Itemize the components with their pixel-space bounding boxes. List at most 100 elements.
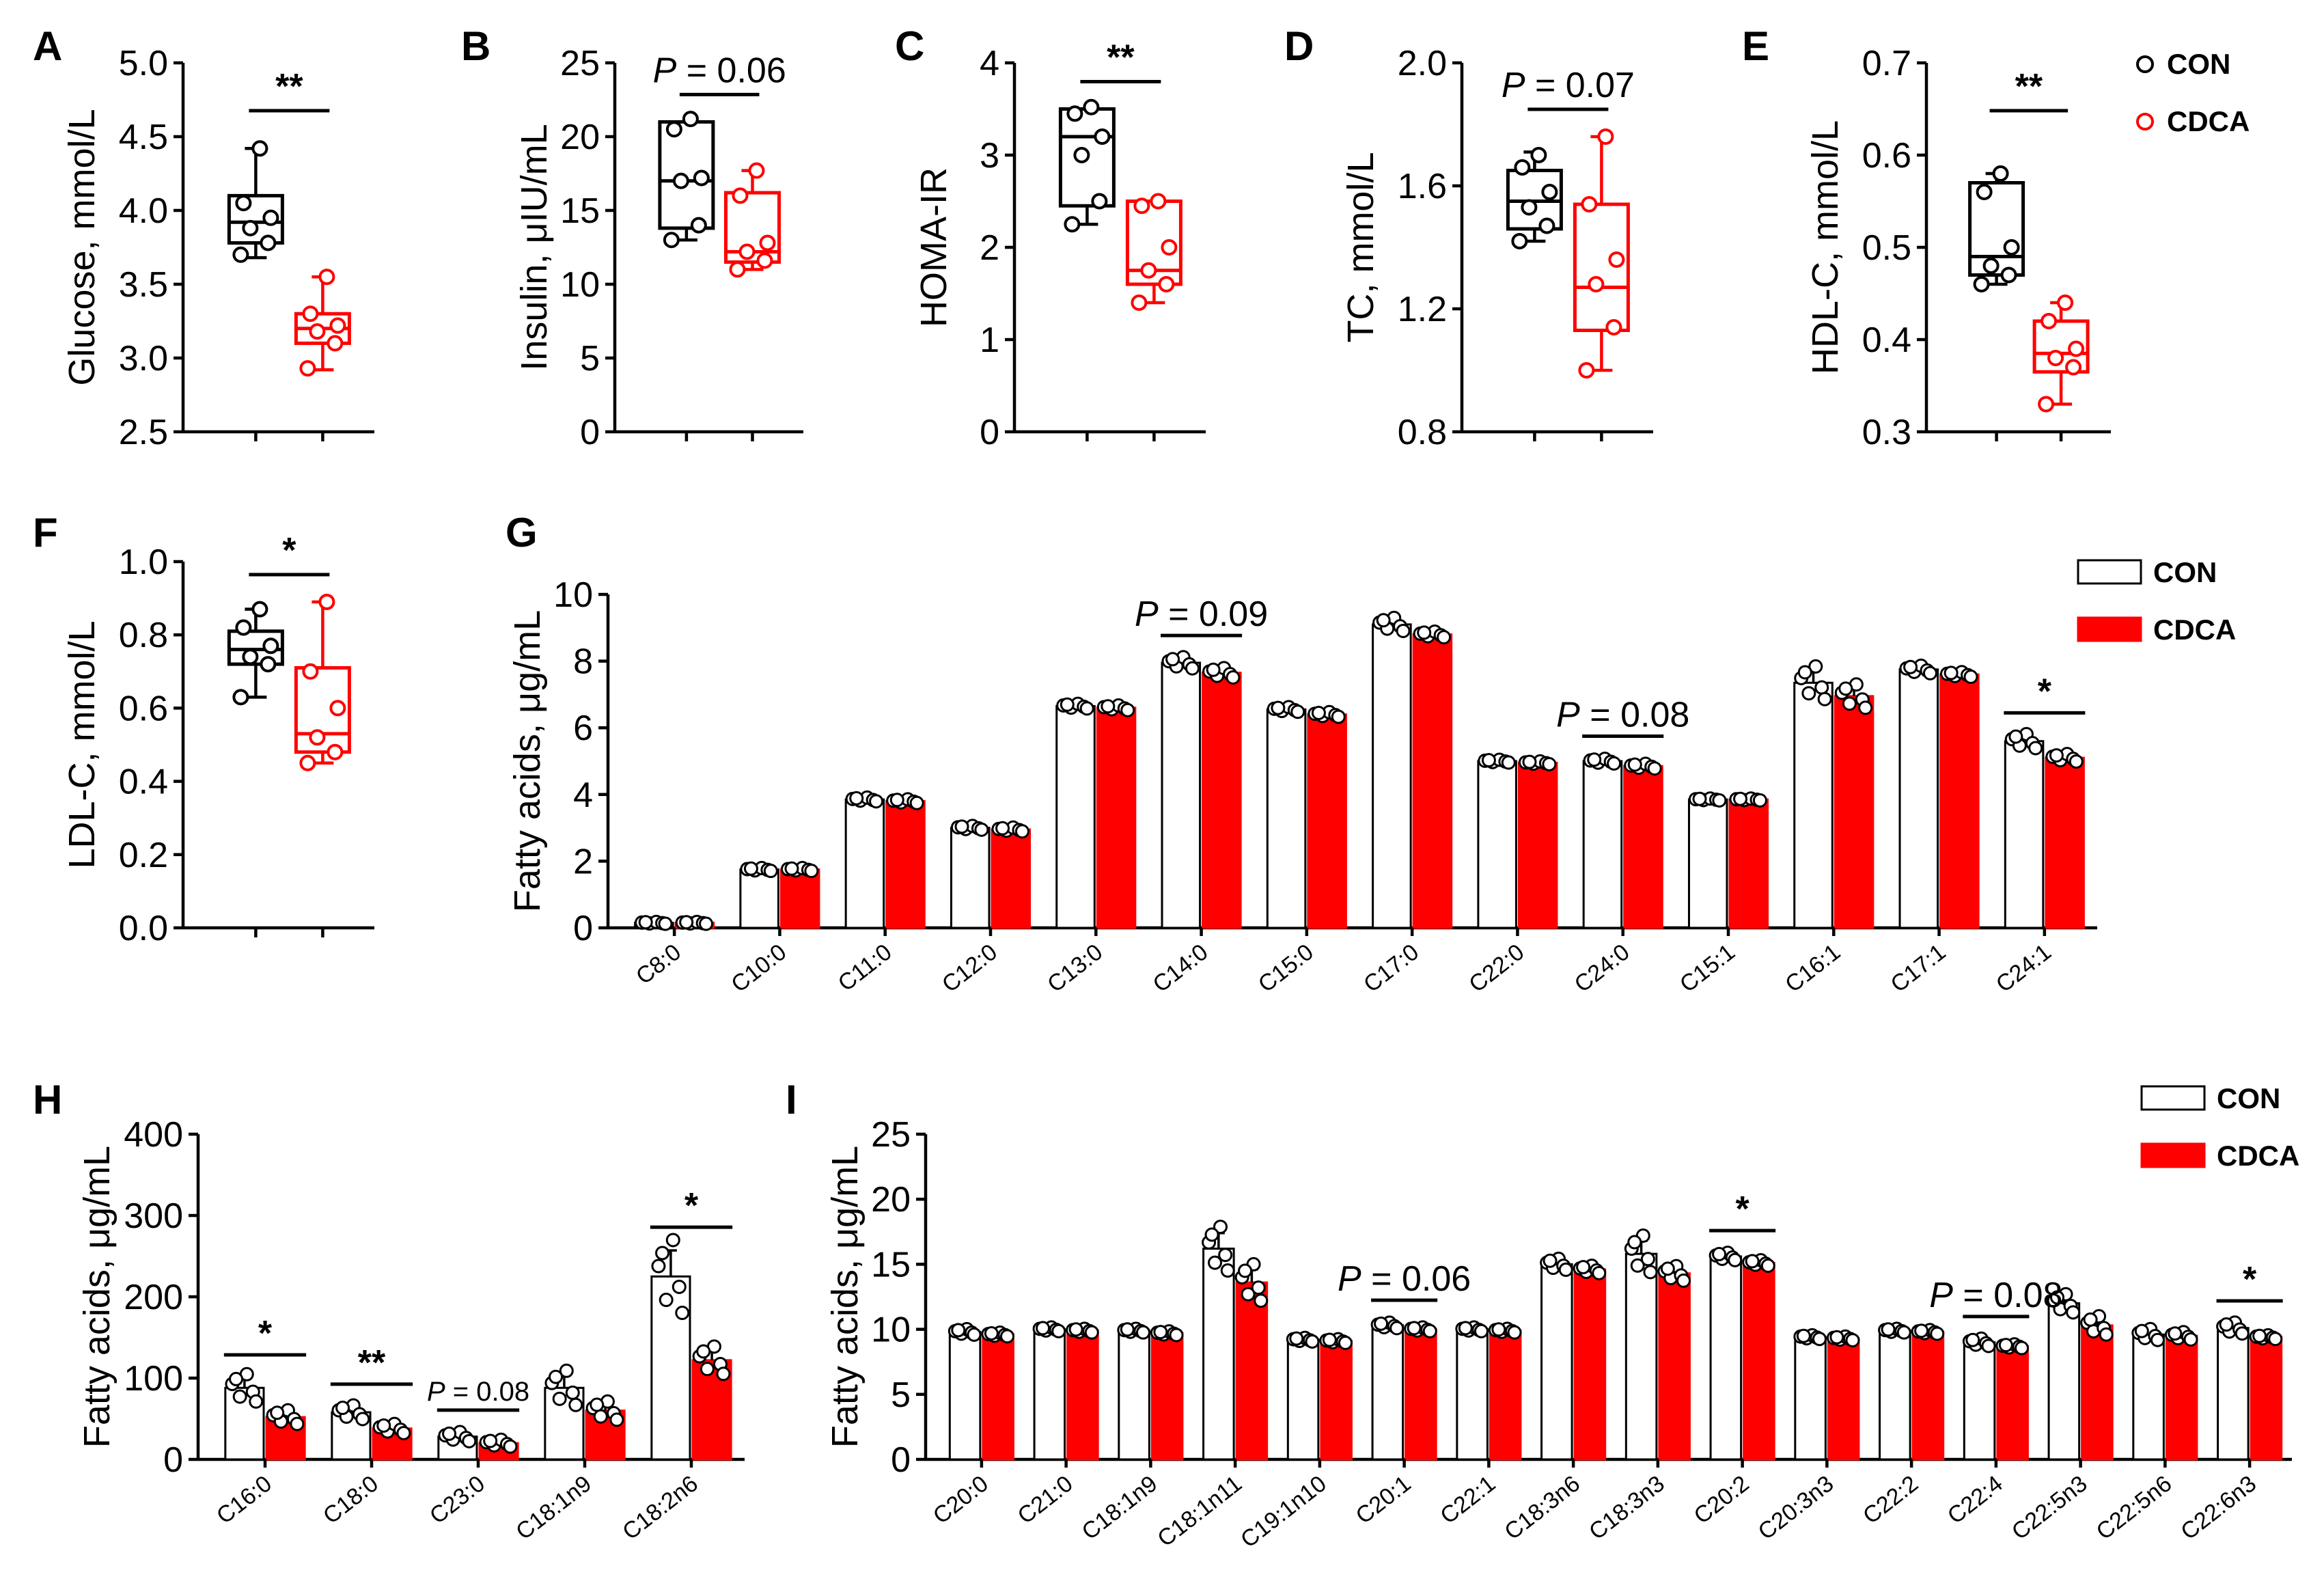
legend-label: CON (2153, 556, 2217, 588)
y-tick-label: 3.0 (119, 339, 168, 379)
y-tick-label: 15 (871, 1245, 911, 1284)
data-point (2235, 1326, 2250, 1341)
data-point (1396, 623, 1411, 638)
data-point (249, 1394, 264, 1409)
x-tick-label: C20:3n3 (1754, 1470, 1839, 1545)
panel-letter: B (461, 23, 490, 69)
data-point (1120, 702, 1135, 717)
category-group: C18:2n6 (618, 1233, 732, 1545)
panel-letter: H (33, 1077, 62, 1123)
data-point (2069, 754, 2084, 769)
panel-letter: I (786, 1077, 797, 1123)
data-point (748, 162, 765, 179)
category-group: C8:0 (631, 914, 715, 990)
data-point (967, 1327, 982, 1342)
category-group: C20:1 (1351, 1315, 1437, 1529)
x-tick-label: C8:0 (631, 939, 686, 989)
x-tick-label: C13:0 (1042, 939, 1107, 998)
data-point (732, 187, 749, 204)
data-point (1213, 1220, 1228, 1235)
data-point (1338, 1335, 1353, 1350)
y-axis-title: Fatty acids, μg/mL (77, 1146, 117, 1448)
data-point (299, 360, 316, 377)
panel-letter: F (33, 510, 58, 555)
category-group: C24:0 (1570, 752, 1663, 998)
y-tick-label: 0 (980, 413, 999, 452)
data-point (1752, 793, 1767, 808)
data-point (232, 689, 249, 706)
data-point (954, 819, 969, 834)
bar-cdca (982, 1333, 1014, 1461)
data-point (1581, 196, 1598, 212)
box-con (658, 111, 715, 441)
x-tick-label: C22:1 (1435, 1470, 1500, 1529)
category-group: C16:0 (212, 1366, 306, 1529)
y-tick-label: 2 (980, 228, 999, 268)
data-point (1220, 1263, 1235, 1278)
data-point (1801, 686, 1816, 701)
data-point (679, 915, 694, 930)
data-point (658, 916, 673, 931)
x-tick-label: C22:5n6 (2092, 1470, 2177, 1545)
x-tick-label: C18:1n11 (1152, 1470, 1247, 1552)
data-point (355, 1412, 370, 1427)
x-tick-label: C18:3n3 (1584, 1470, 1670, 1545)
data-point (1976, 184, 1993, 200)
data-point (1135, 1325, 1150, 1340)
data-point (763, 864, 778, 879)
data-point (1760, 1258, 1775, 1273)
x-tick-label: C14:0 (1148, 939, 1213, 998)
category-group: C17:0 (1359, 610, 1453, 998)
data-point (1501, 755, 1516, 770)
bar-cdca (1412, 633, 1453, 929)
bar-con (2217, 1327, 2250, 1461)
x-tick-label: C20:2 (1689, 1470, 1754, 1529)
bar-con (1371, 1324, 1405, 1461)
data-point (2134, 1323, 2149, 1338)
data-point (1981, 1338, 1996, 1353)
data-point (2015, 1341, 2030, 1356)
x-tick-label: C12:0 (937, 939, 1002, 998)
y-tick-label: 1.2 (1398, 290, 1447, 329)
data-point (1660, 1261, 1675, 1276)
bar-cdca (1834, 695, 1875, 929)
bar-cdca (1939, 673, 1980, 929)
bar-cdca (1728, 798, 1769, 929)
data-point (1712, 793, 1727, 808)
bar-cdca (1996, 1345, 2029, 1461)
data-point (1745, 1254, 1760, 1269)
y-tick-label: 1.0 (119, 542, 168, 582)
data-point (1290, 704, 1305, 719)
panel-a: A 2.5 3.0 3.5 4.0 4.5 5.0 Glucose, mmol/L ** (33, 23, 374, 452)
legend-label: CDCA (2217, 1140, 2299, 1172)
data-point (1943, 665, 1959, 681)
data-point (1797, 665, 1812, 680)
data-point (1014, 824, 1029, 839)
x-tick-label: C18:3n6 (1499, 1470, 1585, 1545)
data-point (1150, 193, 1167, 210)
data-point (696, 1344, 711, 1359)
data-point (2065, 359, 2082, 376)
data-point (335, 1401, 350, 1416)
significance-label: ** (1107, 38, 1135, 78)
y-tick-label: 20 (560, 118, 600, 157)
y-axis-title: Insulin, μIU/mL (514, 124, 555, 370)
y-tick-label: 4.5 (119, 118, 168, 157)
bar-con (1709, 1255, 1743, 1461)
data-point (2268, 1332, 2283, 1347)
x-tick-label: C17:0 (1359, 939, 1424, 998)
data-point (242, 648, 259, 665)
legend-marker (2136, 55, 2154, 73)
data-point (675, 1306, 690, 1321)
data-point (1607, 756, 1622, 771)
data-point (1241, 1287, 1256, 1302)
bar-con (1582, 760, 1623, 929)
box-con (1968, 165, 2025, 441)
data-point (327, 743, 344, 760)
y-tick-label: 0.4 (1862, 320, 1911, 360)
y-tick-label: 6 (573, 709, 593, 748)
data-point (1812, 1332, 1827, 1347)
data-point (2000, 266, 2017, 284)
bar-cdca (2250, 1336, 2283, 1461)
bar-con (1286, 1338, 1320, 1461)
